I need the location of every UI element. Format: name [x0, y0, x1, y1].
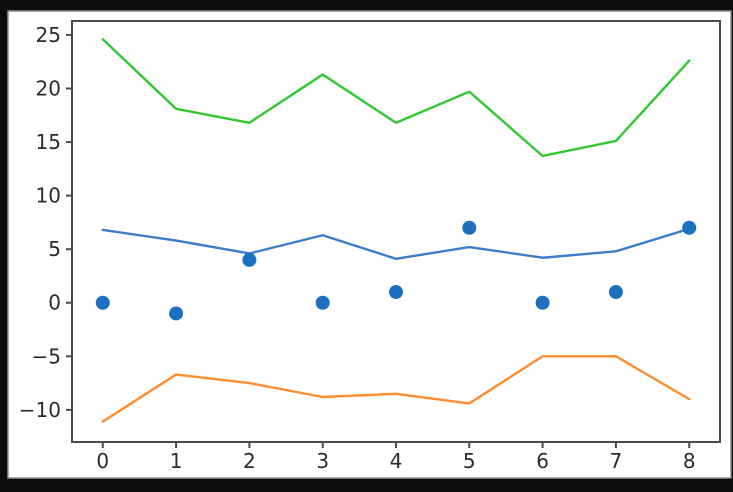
scatter-point	[389, 285, 403, 300]
scatter-point	[169, 306, 184, 321]
x-tick-label: 3	[316, 449, 329, 473]
x-tick-label: 8	[683, 449, 696, 473]
x-tick-label: 2	[243, 449, 256, 473]
figure-background	[7, 10, 732, 479]
y-tick-label: 25	[36, 23, 61, 47]
scatter-point	[315, 295, 330, 310]
y-tick-label: 10	[36, 184, 61, 208]
x-tick-label: 5	[463, 449, 476, 473]
y-tick-label: −5	[32, 344, 61, 368]
x-tick-label: 0	[96, 449, 109, 473]
scatter-point	[462, 220, 477, 235]
lower-orange-line	[101, 355, 691, 423]
y-tick-label: 5	[48, 237, 61, 261]
y-tick-label: 15	[36, 130, 61, 154]
x-tick-label: 6	[536, 449, 549, 473]
scatter-point	[535, 295, 550, 310]
y-tick-label: 0	[48, 291, 61, 315]
y-tick-label: 20	[36, 76, 61, 100]
axes-frame	[71, 20, 721, 443]
scatter-point	[608, 285, 623, 300]
scatter-point	[682, 220, 697, 235]
x-tick-label: 7	[610, 449, 623, 473]
y-tick-label: −10	[19, 398, 61, 422]
upper-green-line	[101, 38, 691, 158]
x-tick-label: 4	[390, 449, 403, 473]
x-tick-label: 1	[170, 449, 183, 473]
middle-blue-line	[101, 227, 691, 261]
scatter-point	[95, 295, 110, 310]
scatter-point	[242, 252, 257, 267]
